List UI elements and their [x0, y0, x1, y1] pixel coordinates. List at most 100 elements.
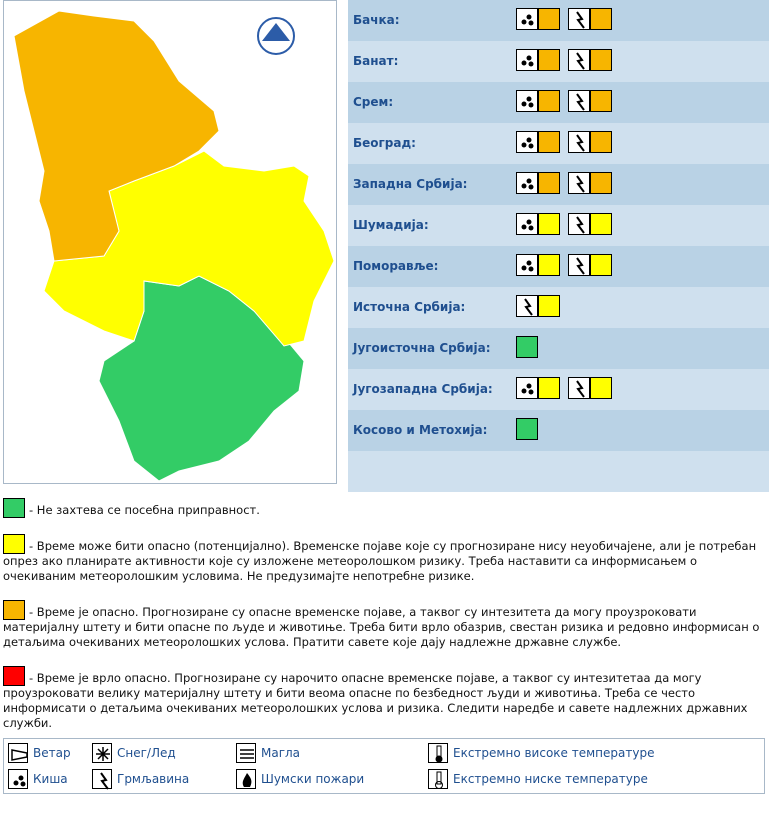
- warning: [568, 8, 612, 30]
- region-orange: [13, 10, 220, 262]
- icon-glyph: [96, 747, 110, 761]
- warning-level: [538, 90, 560, 112]
- warning: [568, 131, 612, 153]
- warnings: [516, 213, 612, 235]
- icon-rain: [516, 90, 538, 112]
- warnings: [516, 295, 560, 317]
- warning-level: [590, 49, 612, 71]
- region-row-empty: [348, 451, 769, 492]
- icon-wind: [8, 743, 28, 763]
- region-name: Источна Србија:: [353, 300, 466, 314]
- icon-glyph: [576, 175, 585, 193]
- warnings: [516, 254, 612, 276]
- icon-rain: [8, 769, 28, 789]
- icon-glyph: [13, 775, 26, 787]
- icon-label: Грмљавина: [117, 772, 190, 786]
- icon-glyph: [521, 383, 534, 395]
- icon-fog: [236, 743, 256, 763]
- icon-glyph: [576, 11, 585, 29]
- icon-glyph: [521, 55, 534, 67]
- warning: [516, 49, 560, 71]
- warning: [516, 295, 560, 317]
- icon-rain: [516, 8, 538, 30]
- region-name: Срем:: [353, 95, 394, 109]
- warning-level: [538, 131, 560, 153]
- icon-glyph: [524, 298, 533, 316]
- warning-level: [590, 172, 612, 194]
- level-text: - Време може бити опасно (потенцијално).…: [3, 539, 757, 583]
- level-legend: - Не захтева се посебна приправност. - Вр…: [3, 498, 765, 747]
- icon-label: Ветар: [33, 746, 71, 760]
- icon-legend-item: Магла: [236, 743, 300, 763]
- icon-legend-item: Шумски пожари: [236, 769, 364, 789]
- warning: [516, 90, 560, 112]
- icon-rain: [516, 377, 538, 399]
- icon-thunder: [568, 254, 590, 276]
- warnings: [516, 8, 612, 30]
- region-name: Западна Србија:: [353, 177, 468, 191]
- region-row: Шумадија:: [348, 205, 769, 246]
- warning: [516, 131, 560, 153]
- icon-glyph: [100, 772, 109, 790]
- icon-label: Екстремно ниске температуре: [453, 772, 648, 786]
- warnings: [516, 377, 612, 399]
- icon-glyph: [576, 257, 585, 275]
- warning-level: [538, 254, 560, 276]
- level: - Време је врло опасно. Прогнозиране су …: [3, 666, 765, 731]
- region-name: Бачка:: [353, 13, 400, 27]
- region-row: Срем:: [348, 82, 769, 123]
- warning: [516, 418, 538, 440]
- warning-level: [590, 377, 612, 399]
- warning-level: [516, 336, 538, 358]
- icon-rain: [516, 172, 538, 194]
- warning: [516, 172, 560, 194]
- warning: [568, 172, 612, 194]
- level: - Време може бити опасно (потенцијално).…: [3, 534, 765, 584]
- level-color: [3, 498, 25, 518]
- icon-label: Киша: [33, 772, 68, 786]
- level: - Време је опасно. Прогнозиране су опасн…: [3, 600, 765, 650]
- warnings: [516, 49, 612, 71]
- icon-thunder: [568, 49, 590, 71]
- icon-glyph: [521, 219, 534, 231]
- icon-cold: [428, 769, 448, 789]
- icon-rain: [516, 49, 538, 71]
- region-row: Поморавље:: [348, 246, 769, 287]
- warning: [516, 336, 538, 358]
- icon-thunder: [568, 8, 590, 30]
- level-color: [3, 600, 25, 620]
- icon-label: Екстремно високе температуре: [453, 746, 655, 760]
- region-row: Западна Србија:: [348, 164, 769, 205]
- warning-level: [538, 49, 560, 71]
- icon-legend-item: Грмљавина: [92, 769, 190, 790]
- icon-glyph: [521, 260, 534, 272]
- region-name: Југозападна Србија:: [353, 382, 493, 396]
- level: - Не захтева се посебна приправност.: [3, 498, 765, 518]
- warning: [568, 90, 612, 112]
- warning-level: [538, 377, 560, 399]
- icon-legend-item: Снег/Лед: [92, 743, 176, 763]
- warning-level: [538, 172, 560, 194]
- icon-glyph: [240, 749, 254, 759]
- icon-legend-item: Киша: [8, 769, 68, 789]
- region-name: Косово и Метохија:: [353, 423, 488, 437]
- warning: [516, 377, 560, 399]
- icon-label: Шумски пожари: [261, 772, 365, 786]
- icon-glyph: [521, 137, 534, 149]
- icon-glyph: [435, 771, 443, 789]
- icon-legend-item: Екстремно високе температуре: [428, 743, 654, 763]
- icon-thunder: [92, 769, 112, 790]
- icon-rain: [516, 254, 538, 276]
- warning-level: [590, 213, 612, 235]
- warning-level: [516, 418, 538, 440]
- warning: [516, 8, 560, 30]
- warnings: [516, 172, 612, 194]
- icon-glyph: [576, 52, 585, 70]
- region-name: Београд:: [353, 136, 416, 150]
- icon-rain: [516, 131, 538, 153]
- level-color: [3, 534, 25, 554]
- region-name: Шумадија:: [353, 218, 429, 232]
- level-text: - Време је опасно. Прогнозиране су опасн…: [3, 605, 760, 649]
- warning-level: [538, 295, 560, 317]
